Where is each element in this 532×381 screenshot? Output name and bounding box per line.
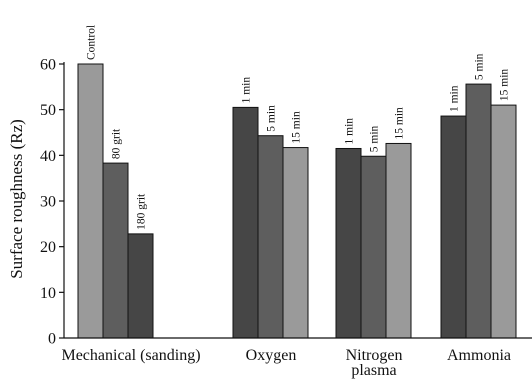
y-tick-label: 0 <box>48 331 56 348</box>
category-label: Nitrogen <box>346 347 403 364</box>
y-tick-label: 10 <box>40 285 56 302</box>
bar <box>257 135 284 339</box>
bar-data-label: 1 min <box>449 85 461 112</box>
bar <box>440 115 467 339</box>
bar <box>127 233 154 339</box>
y-tick-label: 60 <box>40 57 56 74</box>
bar-data-label: Control <box>86 25 98 60</box>
bar-data-label: 1 min <box>344 118 356 145</box>
bar <box>465 83 492 339</box>
bar <box>232 106 259 339</box>
y-tick-label: 50 <box>40 102 56 119</box>
bar-data-label: 5 min <box>266 105 278 132</box>
bar-data-label: 5 min <box>474 53 486 80</box>
bar-data-label: 1 min <box>241 77 253 104</box>
bar <box>360 155 387 339</box>
bar-data-label: 15 min <box>499 69 511 102</box>
bar <box>77 63 104 339</box>
bar <box>102 162 129 339</box>
bar <box>385 142 412 339</box>
y-axis-title: Surface roughness (Rz) <box>7 119 26 279</box>
y-tick-label: 30 <box>40 194 56 211</box>
category-label: Oxygen <box>246 347 297 364</box>
y-tick-label: 40 <box>40 148 56 165</box>
bar <box>335 147 362 339</box>
bar-data-label: 180 grit <box>136 193 148 230</box>
bar <box>490 104 517 339</box>
bar-data-label: 5 min <box>369 125 381 152</box>
category-label: Mechanical (sanding) <box>61 347 200 364</box>
bar-data-label: 80 grit <box>111 128 123 159</box>
bar-data-label: 15 min <box>394 107 406 140</box>
y-tick-label: 20 <box>40 239 56 256</box>
category-label: plasma <box>351 362 396 379</box>
category-label: Ammonia <box>447 347 511 364</box>
bar <box>282 147 309 339</box>
bar-data-label: 15 min <box>291 111 303 144</box>
